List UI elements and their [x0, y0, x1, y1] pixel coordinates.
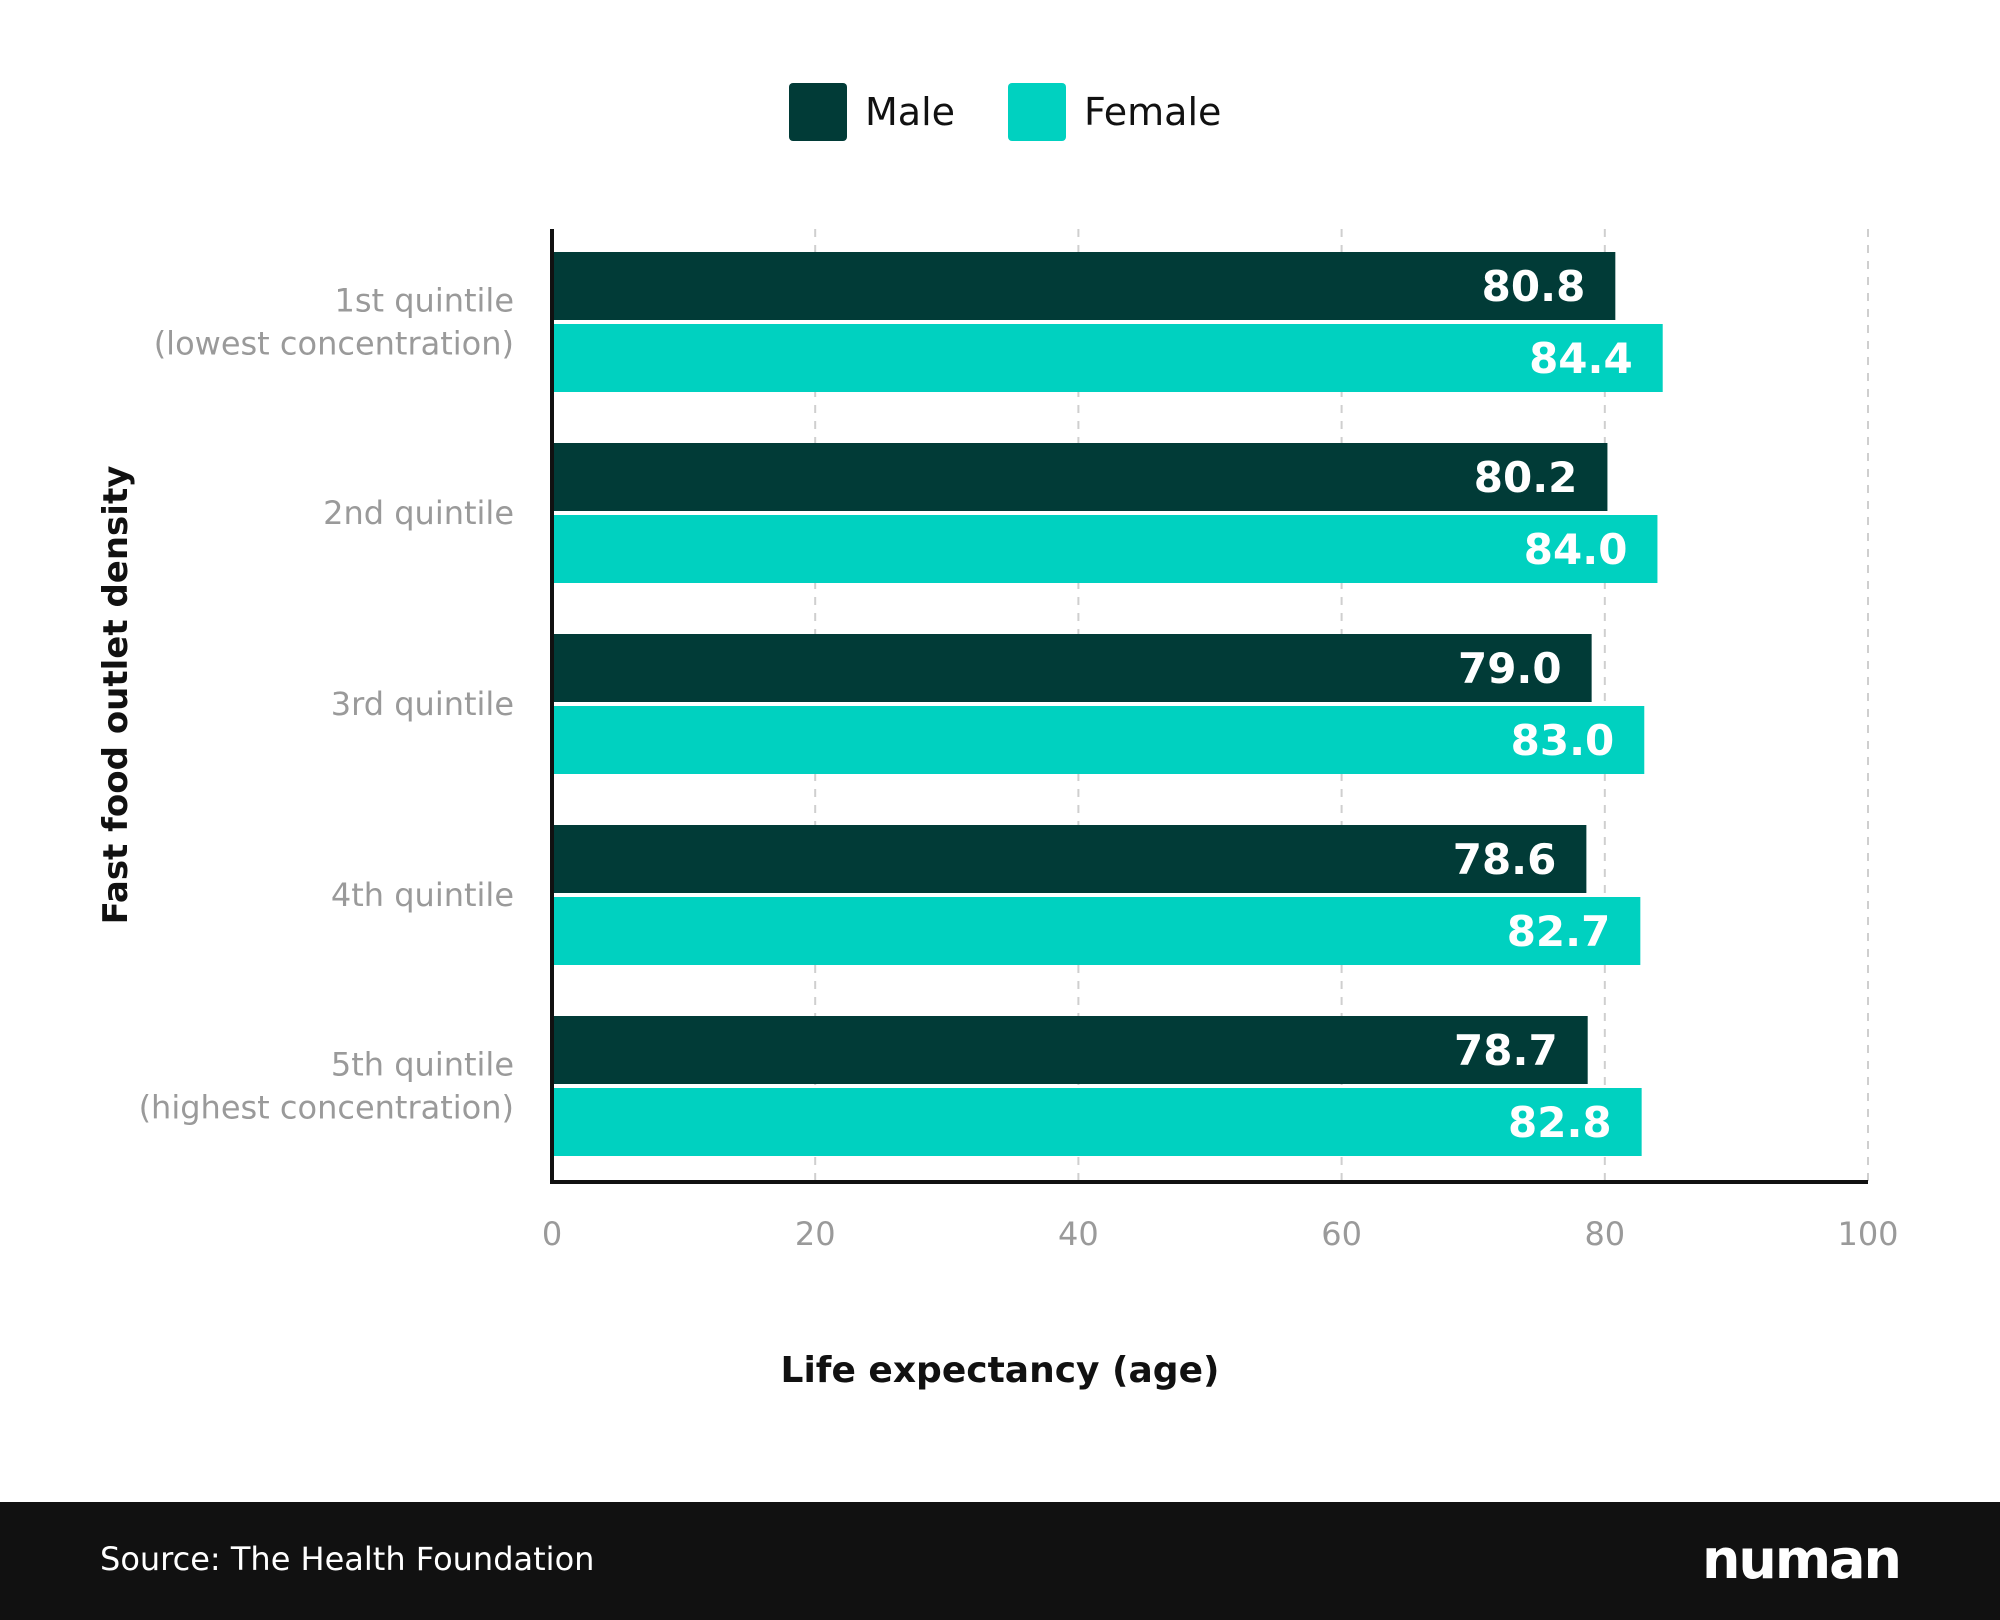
bar-male-5 [552, 1016, 1588, 1084]
bar-female-2 [552, 515, 1658, 583]
category-label-1-line-2: (lowest concentration) [154, 325, 514, 363]
bars: 80.8 84.4 80.2 84.0 79.0 83.0 78.6 82.7 78.7 82.8 [552, 252, 1663, 1156]
bar-female-5 [552, 1088, 1642, 1156]
legend-label-female: Female [1084, 90, 1222, 134]
legend: Male Female [0, 82, 2000, 142]
bar-male-1 [552, 252, 1616, 320]
data-label-male-4: 78.6 [1453, 835, 1557, 884]
numan-logo: numan [1701, 1528, 1902, 1591]
data-label-female-2: 84.0 [1524, 525, 1628, 574]
data-label-female-1: 84.4 [1529, 334, 1633, 383]
x-tick-label-0: 0 [542, 1215, 562, 1253]
legend-swatch-female [1008, 83, 1066, 141]
bar-male-2 [552, 443, 1608, 511]
legend-label-male: Male [865, 90, 956, 134]
bar-female-1 [552, 324, 1663, 392]
axes: 0 20 40 60 80 100 1st quintile (lowest concentr… [139, 229, 1899, 1253]
data-label-female-3: 83.0 [1511, 716, 1615, 765]
category-label-5-line-1: 5th quintile [331, 1046, 514, 1084]
data-label-male-2: 80.2 [1474, 453, 1578, 502]
data-label-female-5: 82.8 [1508, 1098, 1612, 1147]
legend-swatch-male [789, 83, 847, 141]
category-label-1-line-1: 1st quintile [334, 282, 514, 320]
x-tick-label-20: 20 [795, 1215, 836, 1253]
data-label-male-5: 78.7 [1454, 1026, 1558, 1075]
x-tick-label-80: 80 [1584, 1215, 1625, 1253]
x-tick-label-40: 40 [1058, 1215, 1099, 1253]
x-tick-label-60: 60 [1321, 1215, 1362, 1253]
source-text: Source: The Health Foundation [100, 1540, 595, 1578]
x-tick-label-100: 100 [1837, 1215, 1898, 1253]
bar-male-4 [552, 825, 1587, 893]
data-label-male-3: 79.0 [1458, 644, 1562, 693]
legend-item-female: Female [1008, 82, 1221, 142]
category-label-4-line-1: 4th quintile [331, 876, 514, 914]
x-axis-label: Life expectancy (age) [781, 1350, 1220, 1391]
category-label-2-line-1: 2nd quintile [323, 494, 514, 532]
bar-female-3 [552, 706, 1645, 774]
data-label-female-4: 82.7 [1507, 907, 1611, 956]
bar-male-3 [552, 634, 1592, 702]
bar-chart: 80.8 84.4 80.2 84.0 79.0 83.0 78.6 82.7 78.7 82.8… [96, 229, 1899, 1391]
y-axis-label: Fast food outlet density [96, 466, 136, 925]
category-label-5-line-2: (highest concentration) [139, 1089, 514, 1127]
footer: Source: The Health Foundation numan [0, 1502, 2000, 1620]
bar-female-4 [552, 897, 1641, 965]
legend-item-male: Male [789, 82, 955, 142]
category-label-3-line-1: 3rd quintile [331, 685, 514, 723]
data-label-male-1: 80.8 [1482, 262, 1586, 311]
